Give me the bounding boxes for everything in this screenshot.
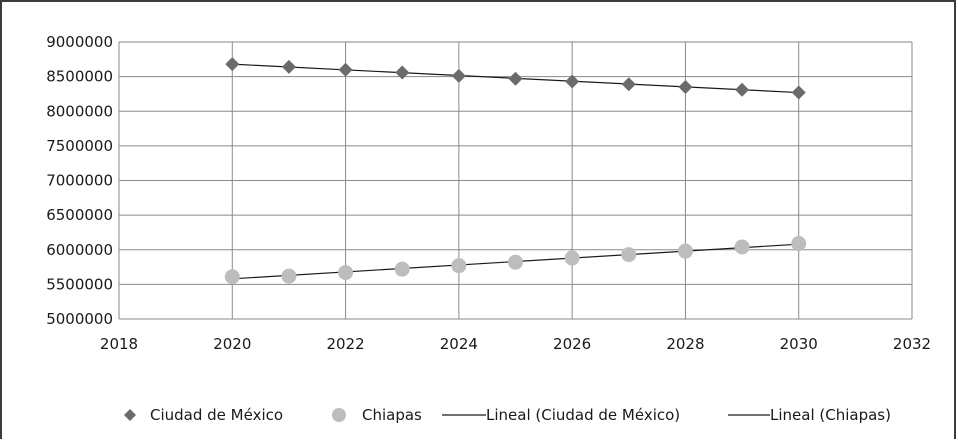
- data-point-ciudad-de-mexico: [395, 65, 410, 80]
- y-tick-label: 9000000: [46, 33, 113, 51]
- y-tick-label: 5000000: [46, 310, 113, 328]
- data-point-chiapas: [508, 254, 523, 270]
- x-tick-label: 2022: [326, 335, 364, 353]
- data-point-ciudad-de-mexico: [281, 59, 296, 74]
- legend-label-lineal-chiapas: Lineal (Chiapas): [770, 406, 891, 424]
- data-point-chiapas: [224, 269, 240, 285]
- data-point-chiapas: [394, 261, 410, 277]
- x-tick-label: 2026: [553, 335, 591, 353]
- legend-diamond-icon: [124, 409, 136, 421]
- data-point-chiapas: [281, 268, 297, 284]
- legend-circle-icon: [332, 408, 346, 422]
- y-tick-label: 5500000: [46, 275, 113, 293]
- x-tick-label: 2018: [100, 335, 138, 353]
- data-point-chiapas: [564, 250, 580, 266]
- data-point-ciudad-de-mexico: [508, 71, 523, 86]
- legend-label-ciudad-de-mexico: Ciudad de México: [150, 406, 283, 424]
- data-point-ciudad-de-mexico: [735, 82, 750, 97]
- data-point-chiapas: [338, 265, 354, 281]
- data-point-chiapas: [791, 236, 807, 252]
- data-point-ciudad-de-mexico: [678, 80, 693, 95]
- data-point-ciudad-de-mexico: [451, 68, 466, 83]
- x-tick-label: 2024: [440, 335, 478, 353]
- data-point-chiapas: [734, 239, 750, 255]
- data-point-chiapas: [677, 243, 693, 259]
- data-points: [224, 57, 807, 285]
- x-tick-label: 2030: [780, 335, 818, 353]
- x-tick-label: 2020: [213, 335, 251, 353]
- legend-label-chiapas: Chiapas: [362, 406, 422, 424]
- y-tick-label: 8000000: [46, 102, 113, 120]
- y-axis-ticks: 5000000 5500000 6000000 6500000 7000000 75000…: [46, 33, 113, 328]
- data-point-chiapas: [451, 258, 467, 274]
- legend-label-lineal-cdmx: Lineal (Ciudad de México): [486, 406, 680, 424]
- y-tick-label: 6500000: [46, 206, 113, 224]
- y-tick-label: 7000000: [46, 172, 113, 190]
- y-tick-label: 7500000: [46, 137, 113, 155]
- trendlines: [232, 63, 799, 280]
- data-point-ciudad-de-mexico: [791, 85, 806, 100]
- data-point-ciudad-de-mexico: [225, 57, 240, 72]
- x-axis-ticks: 2018 2020 2022 2024 2026 2028 2030 2032: [100, 335, 931, 353]
- grid-lines: [118, 41, 913, 320]
- data-point-ciudad-de-mexico: [338, 62, 353, 77]
- data-point-ciudad-de-mexico: [565, 74, 580, 89]
- legend: Ciudad de México Chiapas Lineal (Ciudad de…: [124, 406, 891, 424]
- data-point-chiapas: [621, 247, 637, 263]
- x-tick-label: 2028: [666, 335, 704, 353]
- y-tick-label: 6000000: [46, 241, 113, 259]
- data-point-ciudad-de-mexico: [621, 77, 636, 92]
- x-tick-label: 2032: [893, 335, 931, 353]
- y-tick-label: 8500000: [46, 68, 113, 86]
